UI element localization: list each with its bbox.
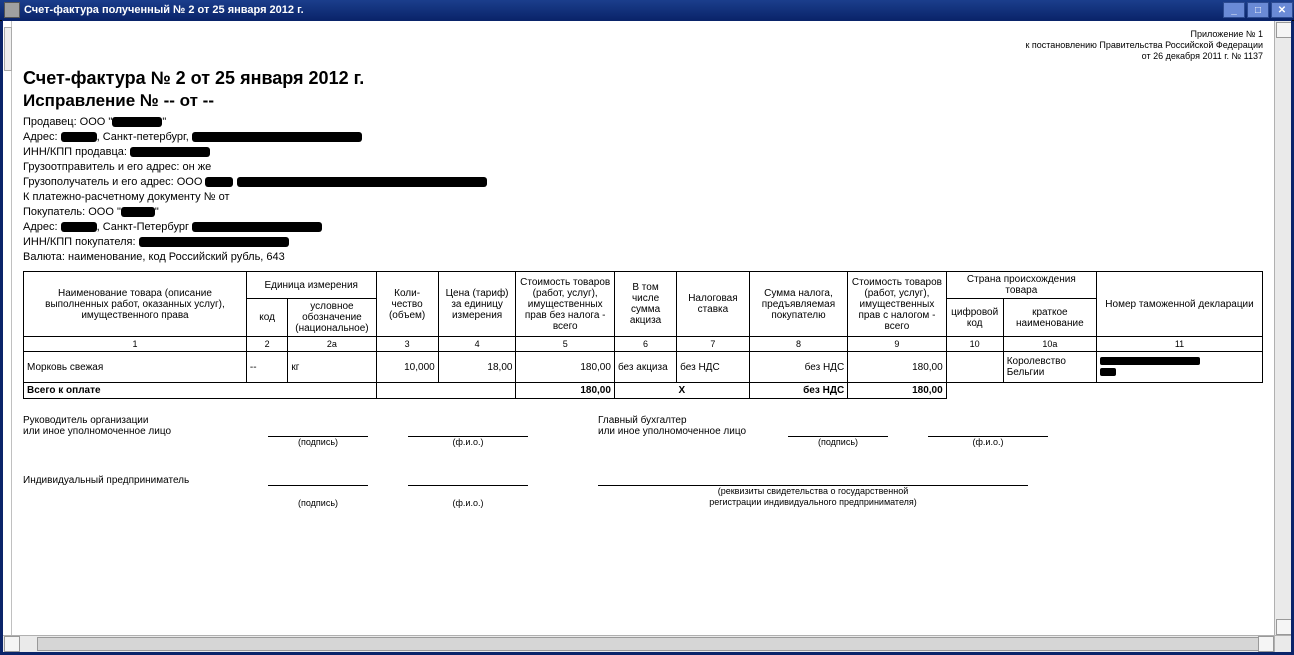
consignee-line: Грузополучатель и его адрес: ООО <box>23 175 1263 190</box>
th-country-name: краткое наименование <box>1003 299 1096 337</box>
sig-head-fio-line <box>408 422 528 437</box>
scroll-right-button[interactable] <box>1258 636 1274 652</box>
invoice-table: Наименование товара (описание выполненны… <box>23 271 1263 399</box>
buyer-address-line: Адрес: , Санкт-Петербург <box>23 220 1263 235</box>
th-cost-tax: Стоимость товаров (работ, услуг), имущес… <box>848 272 946 337</box>
currency-line: Валюта: наименование, код Российский руб… <box>23 250 1263 265</box>
window-title: Счет-фактура полученный № 2 от 25 января… <box>24 4 1222 16</box>
th-country: Страна происхождения товара <box>946 272 1096 299</box>
doc-correction: Исправление № -- от -- <box>23 91 1263 111</box>
sig-acc-sign-line <box>788 422 888 437</box>
minimize-button[interactable]: _ <box>1223 2 1245 18</box>
maximize-button[interactable]: □ <box>1247 2 1269 18</box>
th-unit-code: код <box>246 299 287 337</box>
scroll-corner <box>1274 635 1291 652</box>
th-qty: Коли- чество (объем) <box>376 272 438 337</box>
signatures-block: Руководитель организации или иное уполно… <box>23 415 1263 508</box>
th-tax-sum: Сумма налога, предъявляемая покупателю <box>749 272 847 337</box>
th-name: Наименование товара (описание выполненны… <box>24 272 247 337</box>
table-row: Морковь свежая -- кг 10,000 18,00 180,00… <box>24 352 1263 383</box>
client-area: Приложение № 1 к постановлению Правитель… <box>2 20 1292 653</box>
vertical-scrollbar[interactable] <box>1274 21 1291 636</box>
hscroll-thumb[interactable] <box>37 637 1259 651</box>
app-icon <box>4 2 20 18</box>
horizontal-scrollbar[interactable] <box>3 635 1275 652</box>
buyer-line: Покупатель: ООО "" <box>23 205 1263 220</box>
document: Приложение № 1 к постановлению Правитель… <box>13 23 1273 634</box>
th-excise: В том числе сумма акциза <box>614 272 676 337</box>
titlebar: Счет-фактура полученный № 2 от 25 января… <box>0 0 1294 21</box>
sig-accountant-label: Главный бухгалтер или иное уполномоченно… <box>598 415 788 437</box>
left-gutter <box>3 21 12 652</box>
scroll-down-button[interactable] <box>1276 619 1292 635</box>
payment-doc-line: К платежно-расчетному документу № от <box>23 190 1263 205</box>
doc-title: Счет-фактура № 2 от 25 января 2012 г. <box>23 68 1263 89</box>
th-unit: Единица измерения <box>246 272 376 299</box>
seller-line: Продавец: ООО "" <box>23 115 1263 130</box>
appendix-note: Приложение № 1 к постановлению Правитель… <box>23 29 1263 62</box>
sig-head-label: Руководитель организации или иное уполно… <box>23 415 268 437</box>
consignor-line: Грузоотправитель и его адрес: он же <box>23 160 1263 175</box>
th-tax-rate: Налоговая ставка <box>677 272 750 337</box>
th-cost-no-tax: Стоимость товаров (работ, услуг), имущес… <box>516 272 614 337</box>
seller-inn-line: ИНН/КПП продавца: <box>23 145 1263 160</box>
table-total-row: Всего к оплате 180,00 X без НДС 180,00 <box>24 383 1263 399</box>
th-unit-name: условное обозначение (национальное) <box>288 299 376 337</box>
sig-acc-fio-line <box>928 422 1048 437</box>
sig-entrepreneur-label: Индивидуальный предприниматель <box>23 475 268 486</box>
sig-entrep-fio-line <box>408 471 528 486</box>
sig-head-sign-line <box>268 422 368 437</box>
column-numbers-row: 12 2а3 45 67 89 1010а 11 <box>24 337 1263 352</box>
buyer-inn-line: ИНН/КПП покупателя: <box>23 235 1263 250</box>
sig-entrep-sign-line <box>268 471 368 486</box>
sig-entrep-remark-line <box>598 471 1028 486</box>
scroll-left-button[interactable] <box>4 636 20 652</box>
th-price: Цена (тариф) за единицу измерения <box>438 272 516 337</box>
th-country-code: цифровой код <box>946 299 1003 337</box>
seller-address-line: Адрес: , Санкт-петербург, <box>23 130 1263 145</box>
close-button[interactable]: ✕ <box>1271 2 1293 18</box>
th-decl: Номер таможенной декларации <box>1097 272 1263 337</box>
left-tab[interactable] <box>4 27 12 71</box>
scroll-up-button[interactable] <box>1276 22 1292 38</box>
header-fields: Продавец: ООО "" Адрес: , Санкт-петербур… <box>23 115 1263 265</box>
